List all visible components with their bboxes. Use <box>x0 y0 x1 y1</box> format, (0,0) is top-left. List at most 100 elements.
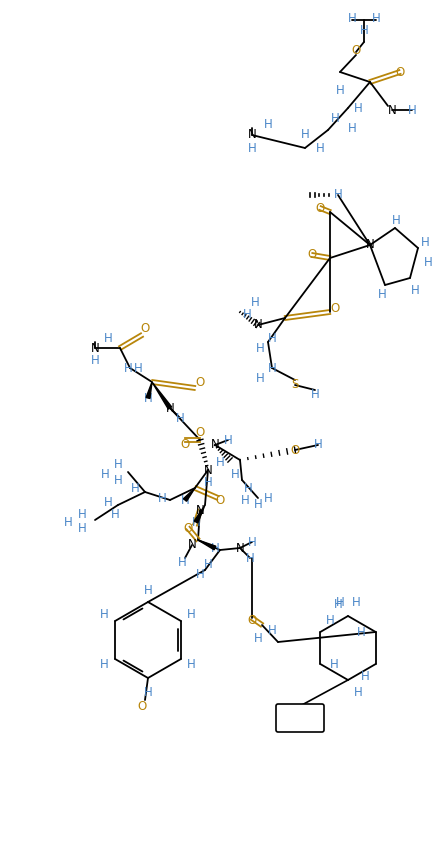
Text: H: H <box>268 362 276 375</box>
Text: H: H <box>424 256 432 269</box>
Text: H: H <box>361 670 370 683</box>
Text: H: H <box>408 103 417 116</box>
Text: O: O <box>247 614 257 627</box>
Text: H: H <box>247 141 256 154</box>
Text: H: H <box>268 623 276 636</box>
Text: H: H <box>360 23 368 36</box>
Text: N: N <box>247 128 256 141</box>
Text: H: H <box>311 388 319 401</box>
Text: O: O <box>330 301 339 314</box>
Text: O: O <box>290 443 300 456</box>
Text: N: N <box>204 463 212 476</box>
Text: H: H <box>144 584 152 597</box>
Polygon shape <box>146 382 152 399</box>
Text: H: H <box>268 331 276 344</box>
Text: H: H <box>215 455 224 468</box>
Text: H: H <box>251 295 259 308</box>
Text: N: N <box>254 319 262 331</box>
Text: N: N <box>166 401 174 414</box>
Text: O: O <box>315 201 325 214</box>
Text: H: H <box>246 552 254 565</box>
Text: N: N <box>236 542 244 554</box>
Text: H: H <box>353 685 362 698</box>
Text: O: O <box>195 375 205 388</box>
Text: N: N <box>196 504 205 517</box>
Polygon shape <box>198 540 216 550</box>
Text: H: H <box>124 362 132 375</box>
Text: H: H <box>211 542 219 554</box>
Text: H: H <box>204 559 212 572</box>
Text: H: H <box>78 509 86 522</box>
Text: H: H <box>336 596 344 609</box>
Text: H: H <box>101 468 110 481</box>
Text: H: H <box>336 84 344 96</box>
Text: N: N <box>187 538 196 552</box>
Text: H: H <box>316 141 325 154</box>
Text: O: O <box>351 44 360 57</box>
Text: H: H <box>353 102 362 115</box>
Text: H: H <box>254 499 262 511</box>
Text: H: H <box>144 685 152 698</box>
Text: H: H <box>187 659 196 672</box>
Text: H: H <box>144 392 152 405</box>
Text: H: H <box>411 283 419 296</box>
Text: N: N <box>366 238 374 251</box>
Text: H: H <box>176 412 184 424</box>
Text: H: H <box>192 516 200 529</box>
Text: N: N <box>91 342 99 355</box>
Text: H: H <box>204 475 212 488</box>
Text: H: H <box>326 614 335 627</box>
Text: H: H <box>91 354 99 367</box>
Text: H: H <box>334 189 343 201</box>
Text: H: H <box>100 659 109 672</box>
Text: H: H <box>392 214 400 226</box>
Text: H: H <box>331 112 339 125</box>
Text: H: H <box>243 308 251 321</box>
Polygon shape <box>184 488 195 501</box>
Text: H: H <box>348 121 357 134</box>
Text: H: H <box>254 631 262 645</box>
Text: H: H <box>357 625 366 639</box>
Text: H: H <box>264 492 272 505</box>
Text: H: H <box>352 596 360 609</box>
Text: Abs: Abs <box>289 711 311 724</box>
Text: O: O <box>184 522 193 535</box>
Text: H: H <box>300 128 309 141</box>
Text: H: H <box>111 509 120 522</box>
Text: H: H <box>134 362 142 375</box>
Text: H: H <box>113 459 122 472</box>
Polygon shape <box>194 505 205 523</box>
Text: N: N <box>211 438 219 451</box>
Text: H: H <box>224 433 233 447</box>
Text: H: H <box>256 371 265 385</box>
Text: H: H <box>334 598 343 610</box>
Text: O: O <box>215 493 225 506</box>
Polygon shape <box>152 382 172 409</box>
Text: H: H <box>247 536 256 548</box>
Text: O: O <box>307 249 317 262</box>
Text: H: H <box>264 119 272 132</box>
Text: H: H <box>131 481 139 494</box>
Text: S: S <box>291 379 299 392</box>
FancyBboxPatch shape <box>276 704 324 732</box>
Text: O: O <box>138 699 147 713</box>
Text: H: H <box>231 468 240 481</box>
Text: H: H <box>314 438 322 451</box>
Text: H: H <box>104 495 113 509</box>
Text: H: H <box>196 568 205 581</box>
Text: O: O <box>140 321 150 335</box>
Text: H: H <box>187 609 196 622</box>
Text: H: H <box>104 331 113 344</box>
Text: H: H <box>348 11 357 24</box>
Text: H: H <box>420 236 429 249</box>
Text: H: H <box>256 342 265 355</box>
Text: H: H <box>330 658 339 671</box>
Text: N: N <box>388 103 396 116</box>
Text: H: H <box>240 493 249 506</box>
Text: O: O <box>180 438 190 451</box>
Text: H: H <box>180 493 189 506</box>
Text: H: H <box>78 522 86 535</box>
Text: H: H <box>244 481 252 494</box>
Text: H: H <box>378 288 386 301</box>
Text: H: H <box>64 516 72 529</box>
